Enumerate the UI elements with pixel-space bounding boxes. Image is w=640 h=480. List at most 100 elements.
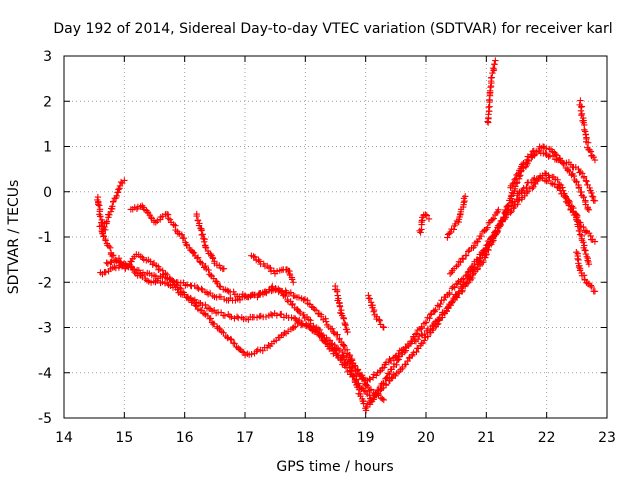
data-point bbox=[177, 285, 184, 292]
data-point bbox=[573, 216, 580, 223]
data-point bbox=[413, 330, 420, 337]
data-point bbox=[437, 300, 444, 308]
data-point bbox=[432, 306, 439, 314]
data-point bbox=[344, 328, 351, 336]
data-point bbox=[576, 231, 584, 238]
data-point bbox=[570, 172, 578, 180]
data-point bbox=[115, 186, 122, 193]
data-point bbox=[509, 180, 516, 188]
data-point bbox=[207, 315, 214, 322]
data-point bbox=[523, 183, 530, 191]
data-point bbox=[352, 367, 359, 374]
data-point bbox=[527, 151, 535, 159]
data-point bbox=[217, 293, 225, 301]
data-point bbox=[288, 301, 296, 309]
data-point bbox=[198, 285, 205, 292]
data-point bbox=[308, 326, 316, 334]
data-point bbox=[350, 372, 358, 379]
data-point bbox=[334, 331, 341, 338]
data-point bbox=[367, 386, 375, 393]
y-tick-label: -1 bbox=[38, 230, 52, 246]
data-point bbox=[502, 214, 510, 221]
data-point bbox=[409, 338, 416, 345]
data-point bbox=[380, 324, 387, 331]
data-point bbox=[202, 244, 210, 251]
series-track-p bbox=[446, 206, 502, 277]
data-point bbox=[121, 177, 128, 184]
data-point bbox=[574, 255, 581, 263]
x-tick-label: 15 bbox=[115, 430, 133, 446]
y-axis-title: SDTVAR / TECUs bbox=[6, 180, 22, 295]
data-point bbox=[94, 201, 102, 208]
data-point bbox=[278, 310, 285, 318]
data-point bbox=[421, 337, 428, 344]
data-point bbox=[587, 282, 595, 289]
data-point bbox=[103, 218, 111, 225]
data-point bbox=[131, 268, 138, 276]
x-tick-label: 17 bbox=[236, 430, 254, 446]
series-track-c bbox=[96, 174, 593, 414]
data-point bbox=[109, 252, 117, 259]
data-point bbox=[386, 371, 393, 378]
data-point bbox=[342, 364, 350, 371]
data-point bbox=[541, 177, 549, 184]
data-point bbox=[489, 64, 497, 72]
data-point bbox=[401, 348, 408, 356]
data-point bbox=[193, 212, 200, 220]
data-point bbox=[376, 368, 384, 375]
data-point bbox=[446, 270, 454, 277]
data-point bbox=[287, 289, 295, 296]
data-point bbox=[340, 315, 348, 322]
data-point bbox=[483, 250, 490, 258]
data-point bbox=[103, 219, 110, 227]
data-point bbox=[180, 235, 188, 242]
data-point bbox=[581, 246, 588, 254]
data-point bbox=[102, 237, 109, 244]
data-point bbox=[200, 238, 208, 246]
data-point bbox=[370, 308, 377, 315]
data-point bbox=[426, 315, 433, 322]
data-point bbox=[113, 192, 120, 200]
data-point bbox=[338, 348, 346, 356]
data-point bbox=[319, 331, 327, 339]
data-point bbox=[583, 178, 590, 185]
data-point bbox=[459, 255, 467, 263]
data-point bbox=[346, 367, 353, 374]
x-tick-label: 20 bbox=[417, 430, 435, 446]
data-point bbox=[109, 203, 116, 210]
data-point bbox=[135, 267, 143, 274]
data-point bbox=[289, 300, 296, 308]
data-point bbox=[220, 265, 228, 272]
data-point bbox=[338, 356, 345, 364]
data-point bbox=[286, 270, 293, 278]
data-point bbox=[511, 176, 518, 183]
data-point bbox=[267, 311, 275, 318]
data-point bbox=[261, 288, 269, 295]
data-point bbox=[326, 337, 334, 344]
x-tick-label: 18 bbox=[296, 430, 314, 446]
data-point bbox=[402, 361, 410, 368]
data-point bbox=[585, 260, 593, 268]
data-point bbox=[205, 266, 212, 274]
x-tick-label: 22 bbox=[538, 430, 556, 446]
data-point bbox=[348, 364, 356, 371]
series-track-n bbox=[573, 248, 599, 295]
data-point bbox=[515, 170, 522, 177]
data-point bbox=[342, 322, 349, 329]
data-point bbox=[101, 223, 108, 231]
data-point bbox=[376, 317, 383, 324]
data-point bbox=[462, 252, 470, 259]
series-track-o bbox=[507, 147, 599, 204]
data-point bbox=[584, 257, 591, 264]
series-track-g bbox=[248, 252, 297, 286]
data-point bbox=[467, 264, 475, 271]
grid-lines bbox=[64, 56, 607, 418]
data-point bbox=[228, 336, 235, 343]
data-point bbox=[588, 283, 596, 291]
data-points bbox=[94, 57, 599, 414]
data-point bbox=[220, 329, 227, 336]
data-point bbox=[224, 334, 231, 342]
data-point bbox=[375, 386, 382, 394]
data-point bbox=[520, 185, 527, 192]
series-track-f bbox=[193, 210, 228, 273]
